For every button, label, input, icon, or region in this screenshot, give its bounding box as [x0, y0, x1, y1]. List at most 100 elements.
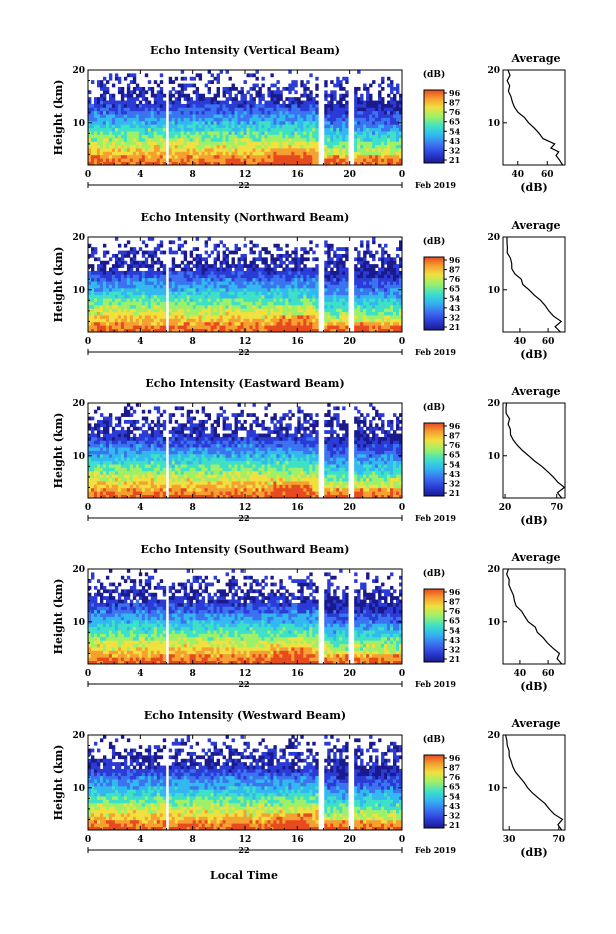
heatmap-cell	[300, 101, 303, 105]
heatmap-cell	[118, 325, 121, 329]
heatmap-cell	[184, 251, 187, 255]
heatmap-cell	[252, 308, 255, 312]
heatmap-cell	[154, 288, 157, 292]
heatmap-cell	[345, 251, 348, 255]
heatmap-cell	[148, 308, 151, 312]
heatmap-cell	[244, 322, 247, 326]
heatmap-cell	[184, 131, 187, 135]
heatmap-cell	[276, 145, 279, 149]
heatmap-cell	[133, 118, 136, 122]
heatmap-cell	[300, 318, 303, 322]
heatmap-cell	[372, 254, 375, 258]
heatmap-cell	[91, 107, 94, 111]
heatmap-cell	[139, 134, 142, 138]
heatmap-cell	[88, 308, 91, 312]
heatmap-cell	[342, 111, 345, 115]
heatmap-cell	[97, 141, 100, 145]
heatmap-cell	[333, 107, 336, 111]
heatmap-cell	[387, 298, 390, 302]
heatmap-cell	[202, 94, 205, 98]
heatmap-cell	[315, 315, 318, 319]
heatmap-cell	[390, 301, 393, 305]
heatmap-cell	[88, 447, 91, 451]
heatmap-cell	[106, 80, 109, 84]
heatmap-cell	[142, 145, 145, 149]
heatmap-cell	[94, 451, 97, 455]
heatmap-cell	[369, 308, 372, 312]
heatmap-cell	[258, 322, 261, 326]
heatmap-cell	[226, 301, 229, 305]
heatmap-cell	[97, 474, 100, 478]
heatmap-cell	[103, 134, 106, 138]
heatmap-cell	[309, 124, 312, 128]
heatmap-cell	[220, 325, 223, 329]
heatmap-cell	[354, 278, 357, 282]
heatmap-cell	[285, 274, 288, 278]
heatmap-cell	[118, 90, 121, 94]
heatmap-cell	[339, 281, 342, 285]
heatmap-cell	[303, 281, 306, 285]
heatmap-cell	[220, 104, 223, 108]
heatmap-cell	[205, 268, 208, 272]
x-tick-label: 0	[399, 337, 405, 347]
heatmap-cell	[127, 325, 130, 329]
heatmap-cell	[303, 151, 306, 155]
heatmap-cell	[169, 318, 172, 322]
heatmap-cell	[121, 444, 124, 448]
heatmap-cell	[354, 301, 357, 305]
heatmap-cell	[363, 274, 366, 278]
heatmap-cell	[258, 118, 261, 122]
heatmap-cell	[94, 134, 97, 138]
heatmap-cell	[148, 301, 151, 305]
heatmap-cell	[157, 247, 160, 251]
heatmap-cell	[109, 315, 112, 319]
heatmap-cell	[258, 325, 261, 329]
heatmap-cell	[384, 121, 387, 125]
heatmap-cell	[288, 305, 291, 309]
heatmap-cell	[363, 325, 366, 329]
heatmap-cell	[306, 257, 309, 261]
heatmap-cell	[106, 444, 109, 448]
heatmap-cell	[127, 111, 130, 115]
heatmap-cell	[247, 288, 250, 292]
heatmap-cell	[121, 261, 124, 265]
heatmap-cell	[327, 151, 330, 155]
heatmap-cell	[291, 322, 294, 326]
heatmap-cell	[199, 268, 202, 272]
heatmap-cell	[241, 124, 244, 128]
heatmap-cell	[229, 308, 232, 312]
heatmap-cell	[285, 295, 288, 299]
heatmap-cell	[193, 325, 196, 329]
heatmap-cell	[285, 285, 288, 289]
heatmap-cell	[175, 308, 178, 312]
heatmap-cell	[109, 417, 112, 421]
heatmap-cell	[238, 318, 241, 322]
heatmap-cell	[139, 288, 142, 292]
heatmap-cell	[258, 308, 261, 312]
heatmap-cell	[363, 141, 366, 145]
heatmap-cell	[148, 124, 151, 128]
heatmap-cell	[252, 104, 255, 108]
heatmap-cell	[327, 322, 330, 326]
heatmap-cell	[211, 274, 214, 278]
heatmap-cell	[345, 322, 348, 326]
heatmap-cell	[345, 118, 348, 122]
heatmap-cell	[306, 274, 309, 278]
heatmap-cell	[232, 251, 235, 255]
heatmap-cell	[267, 251, 270, 255]
heatmap-cell	[330, 291, 333, 295]
heatmap-cell	[384, 251, 387, 255]
heatmap-cell	[255, 318, 258, 322]
heatmap-cell	[336, 124, 339, 128]
heatmap-cell	[181, 268, 184, 272]
heatmap-cell	[205, 131, 208, 135]
heatmap-cell	[178, 138, 181, 142]
heatmap-cell	[193, 114, 196, 118]
heatmap-cell	[208, 285, 211, 289]
heatmap-cell	[109, 413, 112, 417]
heatmap-cell	[345, 271, 348, 275]
heatmap-cell	[97, 274, 100, 278]
heatmap-cell	[115, 118, 118, 122]
heatmap-cell	[372, 138, 375, 142]
heatmap-cell	[360, 244, 363, 248]
